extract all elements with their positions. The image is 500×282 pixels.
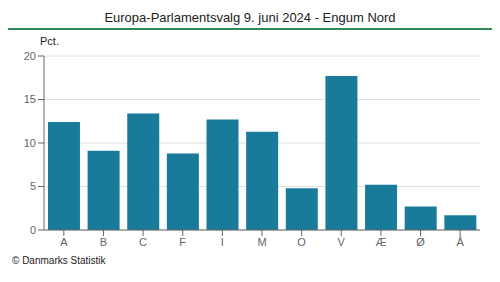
svg-text:F: F — [179, 236, 186, 248]
svg-text:A: A — [60, 236, 68, 248]
html-text:© Danmarks Statistik: © Danmarks Statistik — [12, 255, 106, 266]
svg-text:C: C — [139, 236, 147, 248]
svg-text:15: 15 — [24, 93, 36, 105]
svg-text:10: 10 — [24, 137, 36, 149]
svg-text:5: 5 — [30, 180, 36, 192]
html-text:Pct.: Pct. — [40, 35, 59, 47]
svg-text:V: V — [338, 236, 346, 248]
svg-text:I: I — [221, 236, 224, 248]
svg-text:B: B — [100, 236, 107, 248]
svg-text:20: 20 — [24, 50, 36, 62]
svg-text:Å: Å — [457, 236, 465, 248]
svg-text:Ø: Ø — [416, 236, 425, 248]
svg-text:O: O — [297, 236, 306, 248]
html-text:Europa-Parlamentsvalg 9. juni: Europa-Parlamentsvalg 9. juni 2024 - Eng… — [104, 10, 396, 25]
svg-text:Æ: Æ — [375, 236, 386, 248]
svg-text:0: 0 — [30, 224, 36, 236]
svg-text:M: M — [257, 236, 266, 248]
